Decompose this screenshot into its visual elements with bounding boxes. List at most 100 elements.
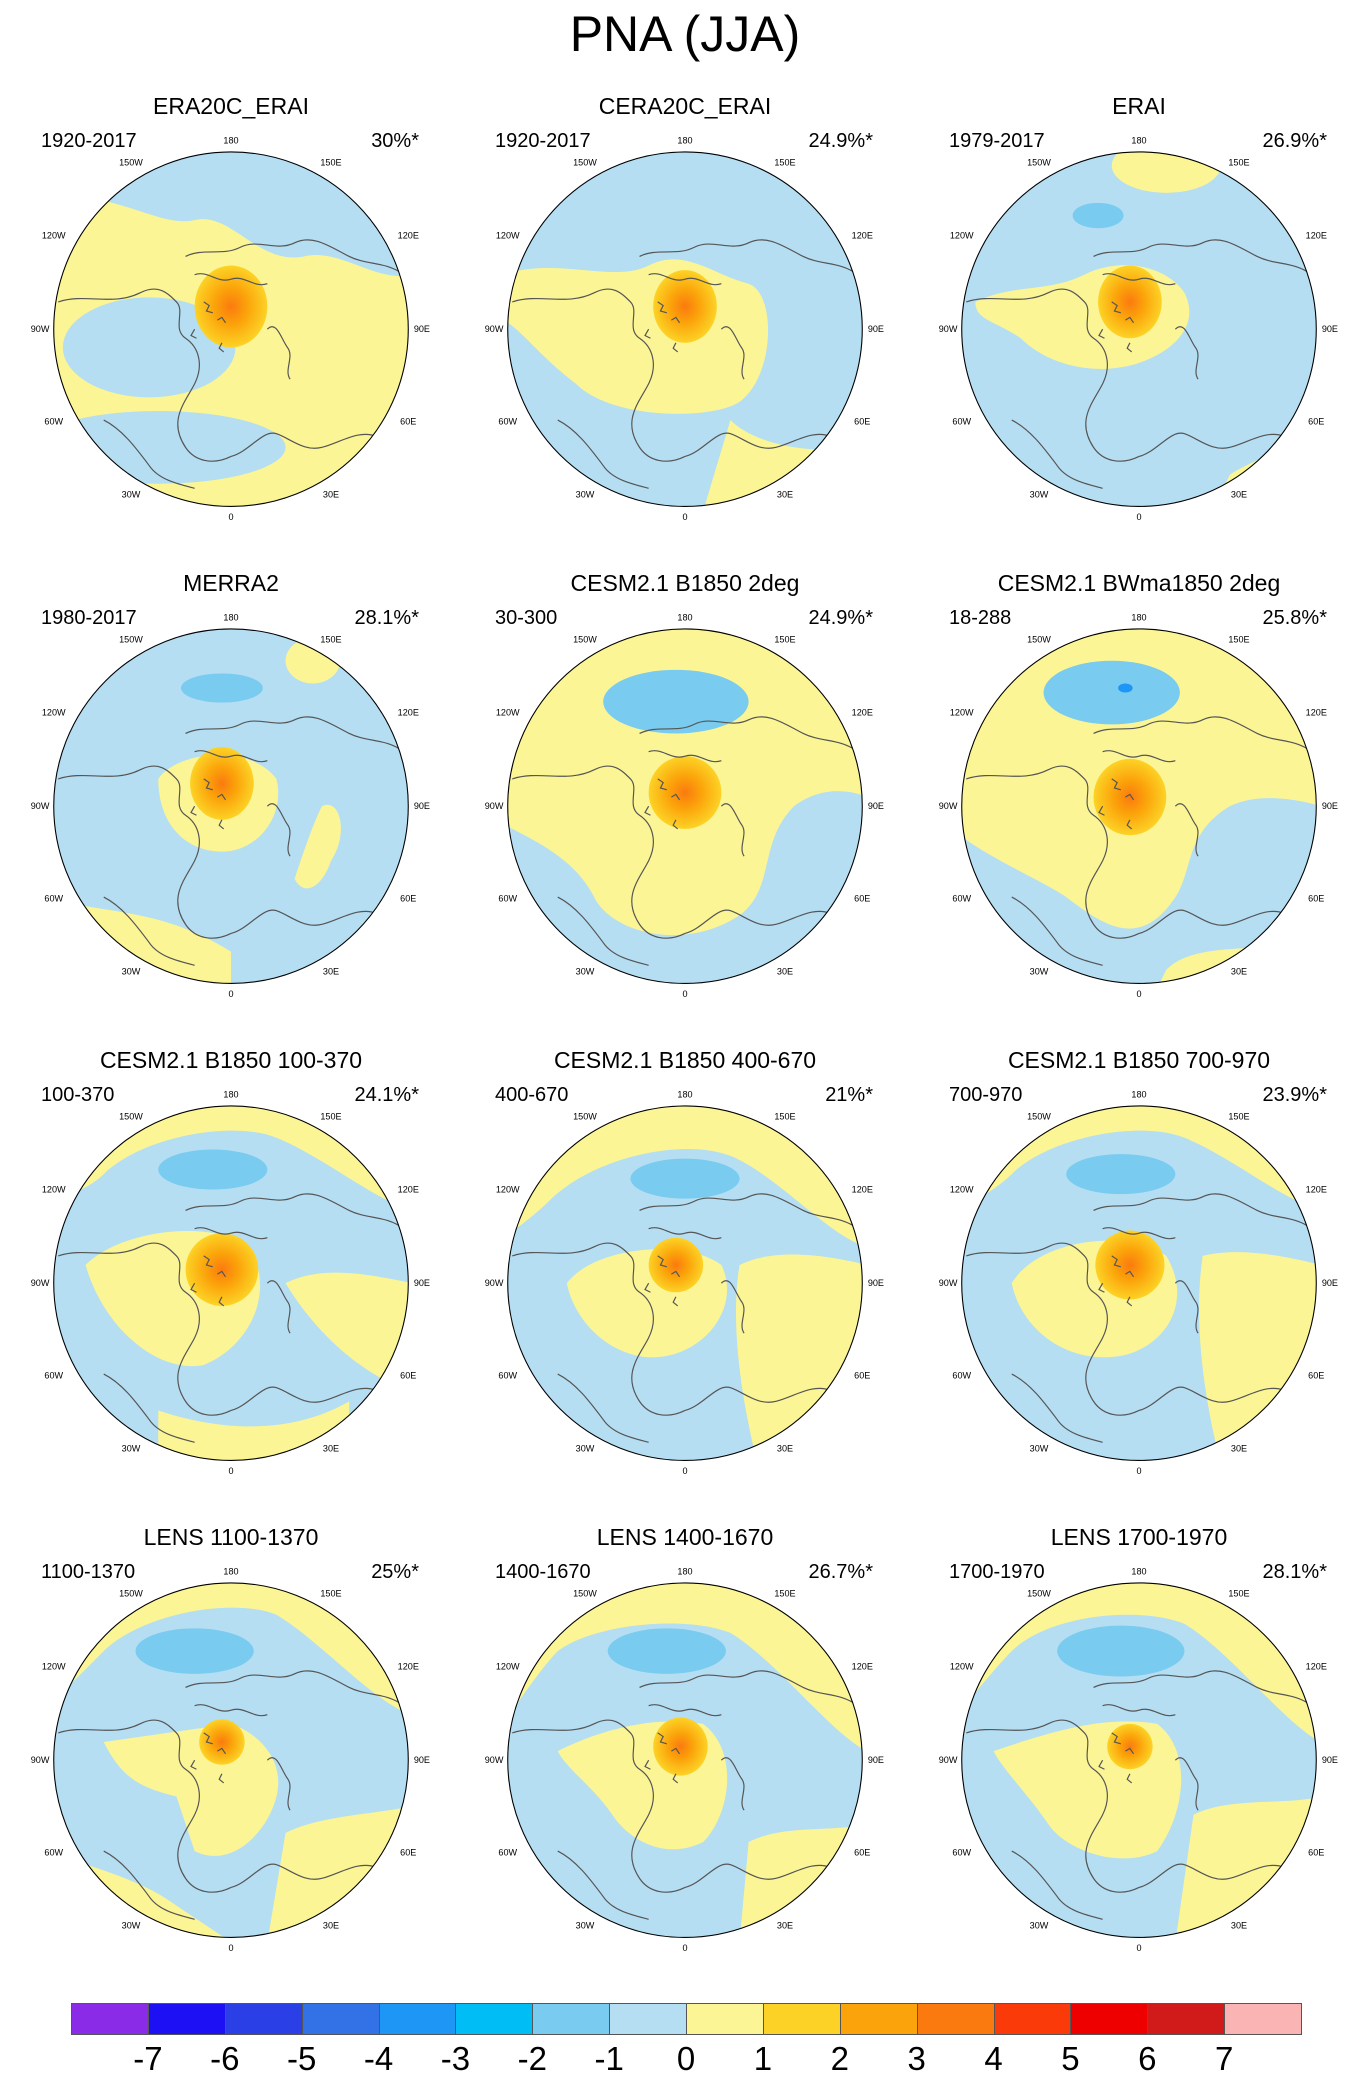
svg-text:30W: 30W <box>576 1920 595 1930</box>
svg-text:0: 0 <box>1136 512 1141 522</box>
panel-variance: 21%* <box>825 1084 873 1106</box>
panel-title: ERAI <box>1112 93 1166 119</box>
svg-text:120E: 120E <box>852 707 873 717</box>
svg-text:0: 0 <box>1136 1943 1141 1953</box>
svg-text:90W: 90W <box>485 1278 504 1288</box>
svg-text:150W: 150W <box>573 158 597 168</box>
polar-map: 180 150W 150E 120W 120E 90W 90E 60W 60E … <box>939 613 1338 999</box>
svg-text:90E: 90E <box>414 801 430 811</box>
svg-text:90W: 90W <box>939 1755 958 1765</box>
panel-period: 1100-1370 <box>41 1561 136 1583</box>
svg-text:0: 0 <box>228 1943 233 1953</box>
panel-title: CESM2.1 B1850 700-970 <box>1007 1047 1271 1073</box>
svg-text:60E: 60E <box>400 1371 416 1381</box>
svg-text:60W: 60W <box>44 1848 63 1858</box>
svg-text:60W: 60W <box>498 417 517 427</box>
svg-text:0: 0 <box>1136 1466 1141 1476</box>
svg-text:180: 180 <box>223 136 238 146</box>
panel-title: CERA20C_ERAI <box>598 93 772 119</box>
panel-period: 700-970 <box>949 1084 1023 1106</box>
panel-period: 100-370 <box>41 1084 115 1106</box>
svg-text:90W: 90W <box>939 801 958 811</box>
colorbar-label: 0 <box>676 2040 696 2077</box>
polar-map: 180 150W 150E 120W 120E 90W 90E 60W 60E … <box>31 613 430 999</box>
svg-text:180: 180 <box>1131 1090 1146 1100</box>
colorbar-box <box>686 2003 764 2035</box>
svg-text:90E: 90E <box>1322 324 1338 334</box>
colorbar-label: 2 <box>830 2040 849 2077</box>
svg-text:150W: 150W <box>573 635 597 645</box>
svg-text:150E: 150E <box>774 1589 795 1599</box>
svg-text:30W: 30W <box>1030 489 1049 499</box>
svg-text:120W: 120W <box>950 230 974 240</box>
svg-text:90W: 90W <box>939 324 958 334</box>
panel-variance: 23.9%* <box>1262 1084 1328 1106</box>
svg-text:60E: 60E <box>1308 1848 1324 1858</box>
svg-text:180: 180 <box>677 613 692 623</box>
svg-text:30E: 30E <box>323 1443 339 1453</box>
polar-map: 180 150W 150E 120W 120E 90W 90E 60W 60E … <box>31 1090 430 1476</box>
colorbar-box <box>147 2003 226 2035</box>
svg-text:150E: 150E <box>320 158 341 168</box>
svg-text:180: 180 <box>677 136 692 146</box>
svg-text:90W: 90W <box>939 1278 958 1288</box>
svg-text:60E: 60E <box>854 417 870 427</box>
svg-text:120W: 120W <box>950 1184 974 1194</box>
svg-text:0: 0 <box>682 1466 687 1476</box>
svg-text:180: 180 <box>677 1567 692 1577</box>
svg-text:120W: 120W <box>42 230 66 240</box>
panel-period: 1920-2017 <box>495 130 591 152</box>
svg-text:150E: 150E <box>1228 635 1249 645</box>
svg-text:150E: 150E <box>774 158 795 168</box>
colorbar-box <box>1224 2003 1302 2035</box>
svg-text:60E: 60E <box>1308 1371 1324 1381</box>
svg-text:180: 180 <box>223 613 238 623</box>
svg-text:120E: 120E <box>852 1184 873 1194</box>
svg-text:0: 0 <box>682 512 687 522</box>
svg-text:90E: 90E <box>868 1278 884 1288</box>
svg-text:150W: 150W <box>119 635 143 645</box>
svg-text:90W: 90W <box>485 1755 504 1765</box>
map-panel: MERRA2 1980-2017 28.1%* 180 150W 150E 12… <box>3 569 459 1039</box>
svg-text:30W: 30W <box>576 489 595 499</box>
svg-text:30E: 30E <box>323 1920 339 1930</box>
svg-text:180: 180 <box>1131 136 1146 146</box>
colorbar-label: -5 <box>286 2040 317 2077</box>
svg-text:30E: 30E <box>1231 966 1247 976</box>
svg-text:30W: 30W <box>1030 1920 1049 1930</box>
svg-text:120E: 120E <box>852 230 873 240</box>
colorbar-label: 4 <box>984 2040 1003 2077</box>
map-panel: LENS 1400-1670 1400-1670 26.7%* 180 150W… <box>457 1523 913 1993</box>
colorbar-label: -6 <box>210 2040 240 2077</box>
panel-variance: 26.7%* <box>808 1561 874 1583</box>
panel-period: 18-288 <box>949 607 1012 629</box>
colorbar-label: -1 <box>594 2040 624 2077</box>
svg-text:150W: 150W <box>1027 1112 1051 1122</box>
svg-text:150W: 150W <box>1027 158 1051 168</box>
map-panel: ERAI 1979-2017 26.9%* 180 150W 150E 120W… <box>911 92 1367 562</box>
map-panel: CERA20C_ERAI 1920-2017 24.9%* 180 150W 1… <box>457 92 913 562</box>
svg-text:60W: 60W <box>44 1371 63 1381</box>
svg-text:90W: 90W <box>31 801 50 811</box>
polar-map: 180 150W 150E 120W 120E 90W 90E 60W 60E … <box>939 1090 1338 1476</box>
svg-text:30E: 30E <box>777 1920 793 1930</box>
svg-text:150E: 150E <box>774 635 795 645</box>
panel-period: 1979-2017 <box>949 130 1045 152</box>
svg-text:60E: 60E <box>400 417 416 427</box>
svg-text:180: 180 <box>1131 1567 1146 1577</box>
colorbar-box <box>378 2003 457 2035</box>
svg-text:60W: 60W <box>44 894 63 904</box>
svg-text:60W: 60W <box>498 894 517 904</box>
svg-text:90E: 90E <box>868 1755 884 1765</box>
colorbar-label: -2 <box>517 2040 547 2077</box>
colorbar-box <box>609 2003 687 2035</box>
colorbar-label: 3 <box>907 2040 926 2077</box>
svg-text:30W: 30W <box>122 966 141 976</box>
polar-map: 180 150W 150E 120W 120E 90W 90E 60W 60E … <box>485 136 884 522</box>
colorbar-box <box>916 2003 995 2035</box>
svg-text:60W: 60W <box>498 1848 517 1858</box>
panel-variance: 28.1%* <box>354 607 420 629</box>
svg-text:60E: 60E <box>854 1848 870 1858</box>
svg-text:30E: 30E <box>1231 489 1247 499</box>
svg-text:120W: 120W <box>42 1184 66 1194</box>
